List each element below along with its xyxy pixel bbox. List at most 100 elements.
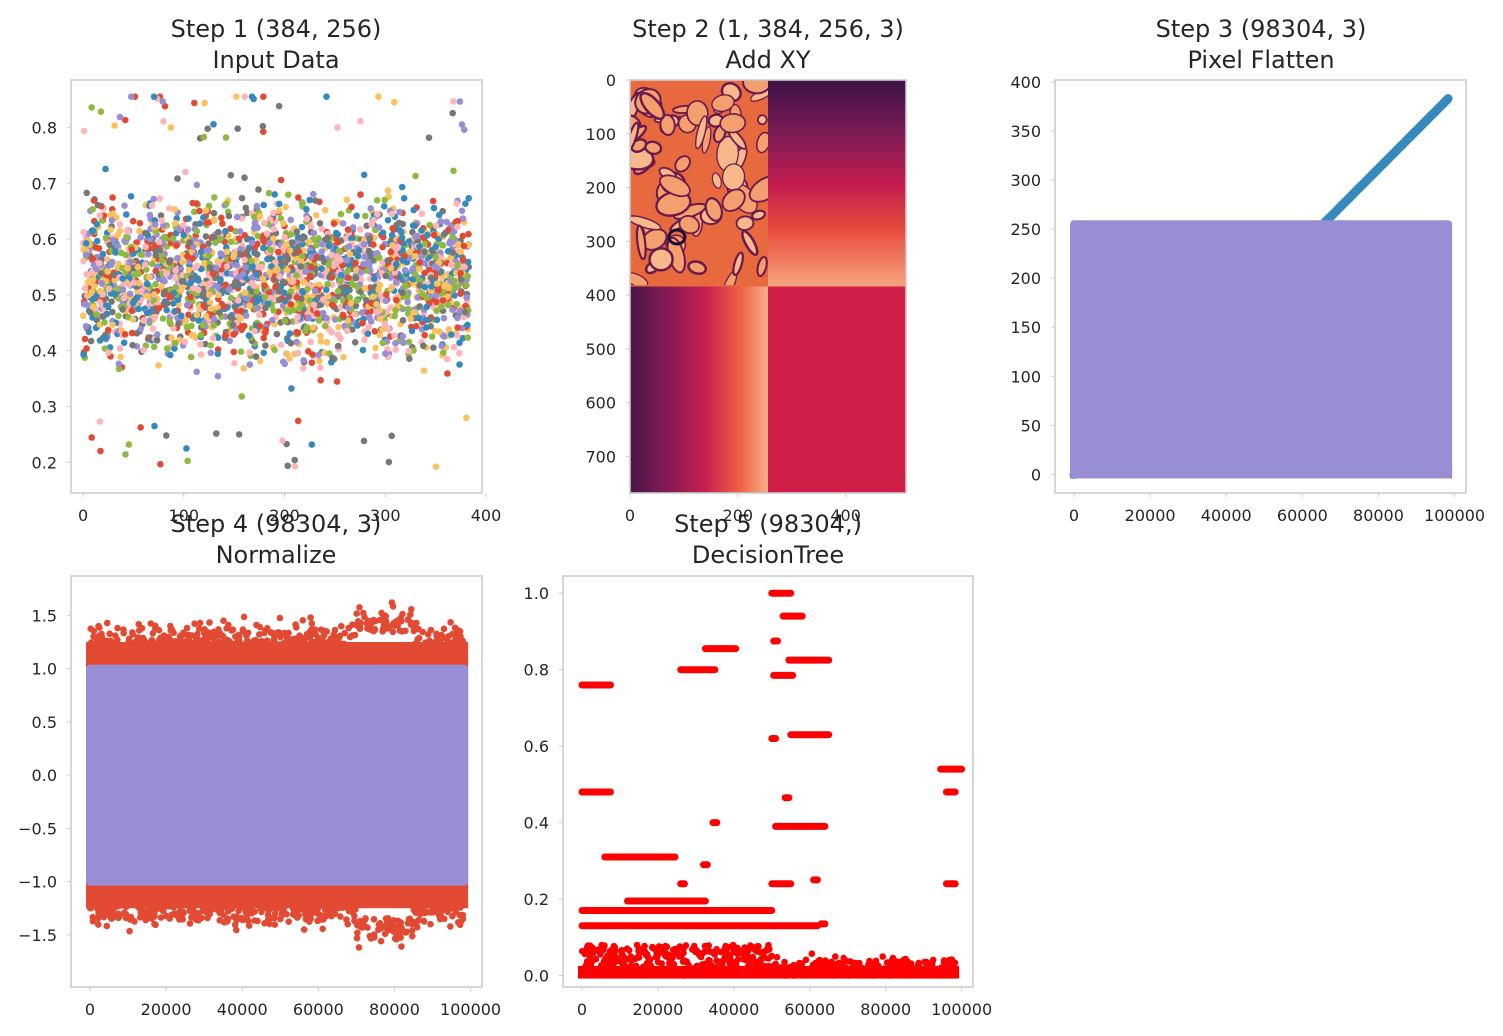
scatter-point [281, 360, 289, 368]
cell-membrane [756, 255, 768, 278]
scatter-point [230, 331, 237, 338]
scatter-point [171, 345, 178, 352]
scatter-point [195, 917, 202, 924]
scatter-point [357, 117, 364, 125]
scatter-point [287, 301, 295, 308]
cell-membrane [741, 229, 759, 256]
scatter-point [416, 243, 423, 250]
scatter-point [99, 313, 107, 321]
scatter-point [428, 333, 436, 340]
scatter-point [89, 255, 96, 262]
scatter-point [384, 187, 392, 194]
scatter-point [387, 264, 395, 272]
scatter-point [282, 203, 290, 211]
scatter-point [355, 944, 363, 951]
y-tick-label: 0.8 [524, 661, 549, 680]
scatter-point [450, 98, 457, 105]
scatter-point [163, 432, 170, 439]
scatter-point [337, 913, 344, 920]
scatter-point [118, 249, 125, 257]
panel3-title-line1: Step 3 (98304, 3) [1156, 15, 1367, 43]
scatter-point [280, 289, 288, 297]
scatter-point [460, 126, 468, 133]
scatter-point [303, 215, 311, 223]
panel3-title-line2: Pixel Flatten [1187, 46, 1334, 74]
scatter-point [260, 349, 268, 357]
scatter-point [299, 289, 307, 296]
scatter-point [256, 623, 264, 631]
scatter-point [266, 269, 274, 277]
scatter-point [80, 351, 87, 358]
scatter-point [454, 332, 461, 339]
scatter-point [170, 300, 177, 307]
scatter-point [339, 220, 347, 227]
y-tick-label: 0.7 [32, 174, 57, 193]
scatter-point [691, 942, 698, 950]
x-tick-label: 60000 [293, 1000, 344, 1019]
scatter-point [449, 306, 456, 314]
x-tick-label: 40000 [708, 1000, 759, 1019]
scatter-point [269, 316, 276, 324]
scatter-point [346, 251, 354, 258]
cell-membrane [732, 251, 744, 277]
scatter-point [119, 275, 126, 282]
scatter-point [946, 970, 954, 978]
scatter-point [281, 629, 288, 637]
scatter-point [123, 233, 130, 241]
series-purple [1070, 220, 1453, 479]
scatter-point [201, 628, 208, 635]
scatter-point [401, 266, 409, 274]
scatter-point [296, 637, 303, 645]
scatter-point [120, 339, 128, 347]
scatter-point [148, 202, 156, 209]
scatter-point [419, 904, 426, 912]
scatter-point [393, 221, 401, 229]
scatter-point [195, 277, 202, 284]
y-tick-label: 0.0 [524, 967, 549, 986]
scatter-point [231, 921, 239, 929]
scatter-point [334, 239, 342, 246]
scatter-point [219, 220, 226, 227]
scatter-point [679, 958, 687, 965]
scatter-point [261, 294, 269, 301]
scatter-point [689, 965, 696, 972]
scatter-point [379, 229, 387, 237]
panel1-ticks: 0 100 200 300 400 0.2 0.3 0.4 0.5 0.6 0.7 0.8 [32, 118, 502, 525]
scatter-point [254, 232, 262, 240]
scatter-point [641, 966, 649, 973]
scatter-point [621, 961, 628, 969]
scatter-point [216, 909, 224, 917]
scatter-point [223, 636, 230, 643]
scatter-point [848, 959, 856, 966]
scatter-point [359, 346, 367, 354]
scatter-point [454, 262, 461, 269]
scatter-point [108, 913, 116, 921]
scatter-point [340, 353, 347, 361]
scatter-point [271, 910, 279, 917]
scatter-point [406, 248, 414, 256]
scatter-point [387, 304, 395, 312]
scatter-point [184, 226, 192, 233]
scatter-point [196, 619, 204, 627]
scatter-point [880, 965, 888, 972]
scatter-point [393, 296, 400, 304]
scatter-point [415, 314, 423, 322]
scatter-point [459, 232, 467, 240]
scatter-point [316, 220, 324, 227]
scatter-point [225, 285, 233, 293]
scatter-point [121, 331, 129, 338]
scatter-point [812, 959, 820, 967]
scatter-point [154, 331, 161, 338]
scatter-point [321, 349, 328, 357]
scatter-point [404, 298, 412, 306]
scatter-point [202, 340, 209, 348]
scatter-point [149, 260, 156, 268]
scatter-point [93, 311, 100, 318]
scatter-point [745, 947, 752, 954]
scatter-point [317, 254, 325, 262]
scatter-point [343, 256, 351, 264]
scatter-point [200, 321, 207, 329]
constant-quadrant [768, 286, 906, 493]
scatter-point [454, 314, 461, 322]
scatter-point [112, 639, 119, 646]
